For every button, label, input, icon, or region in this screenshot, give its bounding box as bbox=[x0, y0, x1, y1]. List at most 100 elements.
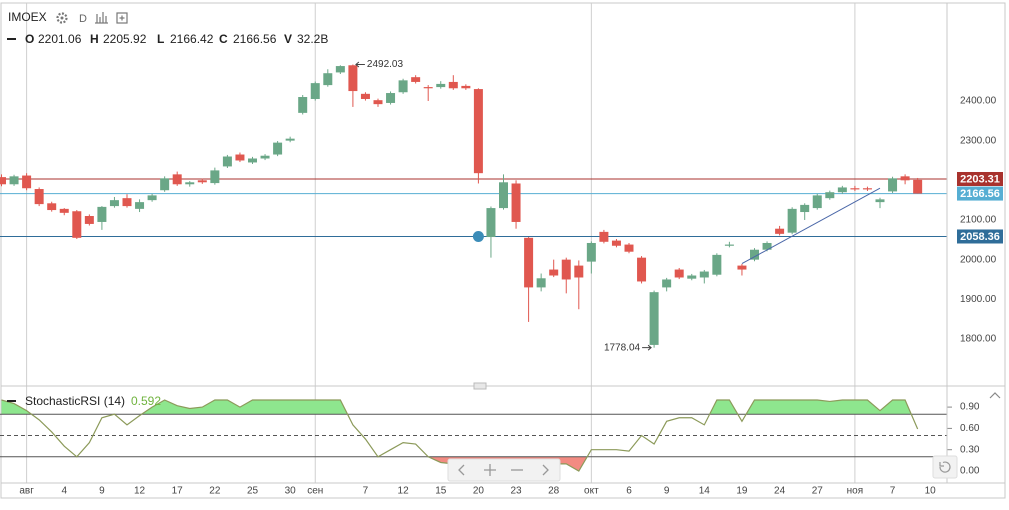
candle-body bbox=[22, 175, 32, 189]
chart-frame bbox=[0, 2, 1006, 499]
x-tick-label: ноя bbox=[847, 486, 864, 497]
candle-body bbox=[750, 249, 759, 260]
candle-body bbox=[850, 188, 860, 190]
candle-body bbox=[373, 100, 383, 105]
annotation-label: 1778.04 bbox=[604, 342, 641, 353]
legend-open-label: O bbox=[25, 32, 34, 46]
bar-style-icon[interactable] bbox=[95, 12, 108, 24]
candle-body bbox=[913, 179, 923, 194]
scroll-right-button[interactable] bbox=[542, 464, 549, 476]
settings-icon[interactable] bbox=[56, 12, 68, 24]
legend-low-value: 2166.42 bbox=[170, 32, 214, 46]
navigation-bar bbox=[447, 458, 561, 482]
candle-body bbox=[511, 183, 521, 222]
candle-body bbox=[812, 195, 822, 209]
y-tick-label: 2400.00 bbox=[960, 96, 997, 107]
candle-body bbox=[486, 208, 496, 238]
candle-body bbox=[423, 87, 433, 89]
candle-body bbox=[273, 142, 283, 155]
candle-body bbox=[122, 198, 132, 207]
candle-body bbox=[561, 259, 571, 280]
y-tick-label: 2000.00 bbox=[960, 254, 997, 265]
candle-body bbox=[386, 93, 396, 103]
legend-close-value: 2166.56 bbox=[233, 32, 277, 46]
candle-body bbox=[335, 66, 345, 73]
compare-icon[interactable] bbox=[116, 12, 128, 24]
x-tick-label: 4 bbox=[61, 486, 67, 497]
candle-body bbox=[72, 211, 82, 238]
candle-body bbox=[109, 200, 119, 207]
interval[interactable]: D bbox=[79, 13, 87, 25]
x-tick-label: 9 bbox=[664, 486, 670, 497]
x-tick-label: 24 bbox=[774, 486, 786, 497]
candle-body bbox=[235, 154, 245, 161]
candle-body bbox=[787, 208, 797, 233]
y-tick-label: 0.90 bbox=[960, 402, 980, 413]
candle-body bbox=[0, 177, 6, 185]
annotation-label: 2492.03 bbox=[367, 59, 404, 70]
x-tick-label: окт bbox=[584, 486, 599, 497]
x-tick-label: 14 bbox=[699, 486, 711, 497]
y-tick-label: 1900.00 bbox=[960, 294, 997, 305]
candle-body bbox=[499, 182, 508, 209]
x-tick-label: 17 bbox=[172, 486, 184, 497]
x-tick-label: 25 bbox=[247, 486, 259, 497]
trend-line bbox=[741, 187, 881, 265]
indicator-value: 0.592 bbox=[131, 394, 161, 408]
candle-body bbox=[360, 93, 370, 99]
candle-body bbox=[724, 244, 734, 246]
legend-low-label: L bbox=[157, 32, 164, 46]
candle-body bbox=[875, 199, 885, 203]
candle-body bbox=[348, 65, 358, 92]
candle-body bbox=[135, 202, 145, 209]
pane-resize-handle[interactable] bbox=[473, 382, 487, 390]
price-label-box bbox=[957, 171, 1003, 186]
candle-body bbox=[862, 188, 872, 190]
candle-body bbox=[687, 275, 697, 279]
price-label-box bbox=[957, 229, 1003, 244]
zoom-in-button[interactable] bbox=[484, 464, 496, 476]
candle-body bbox=[624, 244, 634, 252]
candle-body bbox=[411, 77, 421, 82]
candle-body bbox=[888, 178, 898, 192]
candle-body bbox=[34, 189, 44, 205]
price-label: 2058.36 bbox=[960, 231, 1000, 243]
legend-high-label: H bbox=[90, 32, 99, 46]
reset-button[interactable] bbox=[932, 455, 958, 479]
y-tick-label: 2100.00 bbox=[960, 215, 997, 226]
x-tick-label: 22 bbox=[209, 486, 221, 497]
price-marker bbox=[472, 230, 484, 242]
candle-body bbox=[197, 180, 207, 183]
legend-high-value: 2205.92 bbox=[103, 32, 147, 46]
overbought-fill bbox=[1, 399, 912, 415]
candle-body bbox=[147, 195, 157, 201]
candle-body bbox=[900, 176, 910, 181]
x-tick-label: 15 bbox=[435, 486, 447, 497]
candle-body bbox=[172, 174, 182, 185]
collapse-pane-button[interactable] bbox=[989, 392, 1001, 399]
x-tick-label: авг bbox=[19, 486, 34, 497]
candle-body bbox=[398, 80, 408, 93]
candle-body bbox=[260, 155, 270, 159]
candle-body bbox=[473, 89, 483, 174]
candle-body bbox=[323, 73, 333, 86]
legend-close-label: C bbox=[219, 32, 228, 46]
candle-body bbox=[461, 85, 471, 89]
scroll-left-button[interactable] bbox=[458, 464, 465, 476]
x-tick-label: 12 bbox=[134, 486, 146, 497]
x-tick-label: 28 bbox=[548, 486, 560, 497]
y-tick-label: 0.60 bbox=[960, 423, 980, 434]
candle-body bbox=[524, 237, 534, 288]
x-tick-label: сен bbox=[307, 486, 323, 497]
x-tick-label: 30 bbox=[285, 486, 297, 497]
candle-body bbox=[285, 138, 295, 141]
indicator-title: StochasticRSI (14) bbox=[25, 394, 125, 408]
x-tick-label: 19 bbox=[736, 486, 748, 497]
x-tick-label: 9 bbox=[99, 486, 105, 497]
legend-volume-label: V bbox=[284, 32, 292, 46]
price-label: 2203.31 bbox=[960, 173, 1000, 185]
candle-body bbox=[248, 158, 257, 163]
y-tick-label: 2300.00 bbox=[960, 135, 997, 146]
candle-body bbox=[662, 279, 672, 288]
candle-body bbox=[160, 178, 170, 191]
